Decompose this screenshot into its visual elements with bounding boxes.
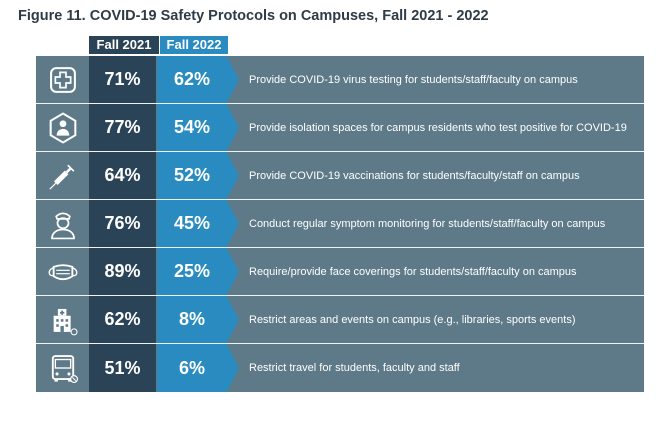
- table-row: 71% 62% Provide COVID-19 virus testing for…: [36, 56, 644, 104]
- fall-2022-cell: 25%: [157, 248, 239, 295]
- bus-icon: [36, 344, 89, 392]
- fall-2021-value: 51%: [89, 344, 156, 392]
- medical-cross-icon: [36, 56, 89, 103]
- protocol-label: Restrict areas and events on campus (e.g…: [249, 313, 576, 326]
- table-row: 77% 54% Provide isolation spaces for campu…: [36, 104, 644, 152]
- protocol-label: Restrict travel for students, faculty an…: [249, 362, 460, 374]
- fall-2022-cell: 52%: [157, 152, 239, 199]
- table-row: 64% 52% Provide COVID-19 vaccinations for …: [36, 152, 644, 200]
- table-row: 51% 6% Restrict travel for students, facul…: [36, 344, 644, 392]
- fall-2021-value: 62%: [89, 296, 156, 343]
- fall-2022-value: 6%: [178, 357, 205, 378]
- protocol-table: 71% 62% Provide COVID-19 virus testing for…: [36, 56, 644, 392]
- fall-2022-cell: 54%: [157, 104, 239, 151]
- nurse-icon: [36, 200, 89, 247]
- fall-2022-value: 54%: [173, 117, 211, 137]
- fall-2022-value: 52%: [173, 165, 211, 185]
- fall-2021-value: 71%: [89, 56, 156, 103]
- fall-2022-value: 25%: [173, 261, 211, 281]
- syringe-icon: [36, 152, 89, 199]
- protocol-label: Provide isolation spaces for campus resi…: [249, 121, 627, 134]
- fall-2022-value: 45%: [173, 213, 211, 233]
- column-header-fall-2022: Fall 2022: [160, 36, 228, 54]
- fall-2022-cell: 45%: [157, 200, 239, 247]
- fall-2022-cell: 6%: [157, 344, 239, 392]
- table-row: 76% 45% Conduct regular symptom monitoring…: [36, 200, 644, 248]
- figure-title: Figure 11. COVID-19 Safety Protocols on …: [18, 8, 489, 24]
- fall-2021-value: 89%: [89, 248, 156, 295]
- fall-2021-value: 76%: [89, 200, 156, 247]
- fall-2022-value: 62%: [173, 69, 211, 89]
- isolated-person-icon: [36, 104, 89, 151]
- protocol-label: Conduct regular symptom monitoring for s…: [249, 217, 606, 230]
- fall-2022-cell: 8%: [157, 296, 239, 343]
- protocol-label: Provide COVID-19 vaccinations for studen…: [249, 169, 580, 182]
- protocol-label: Require/provide face coverings for stude…: [249, 265, 577, 278]
- table-row: 62% 8% Restrict areas and events on campus…: [36, 296, 644, 344]
- fall-2021-value: 64%: [89, 152, 156, 199]
- protocol-label: Provide COVID-19 virus testing for stude…: [249, 73, 578, 86]
- fall-2022-cell: 62%: [157, 56, 239, 103]
- fall-2022-value: 8%: [178, 309, 205, 329]
- building-icon: [36, 296, 89, 343]
- column-header-fall-2021: Fall 2021: [89, 36, 159, 54]
- fall-2021-value: 77%: [89, 104, 156, 151]
- face-mask-icon: [36, 248, 89, 295]
- table-row: 89% 25% Require/provide face coverings for…: [36, 248, 644, 296]
